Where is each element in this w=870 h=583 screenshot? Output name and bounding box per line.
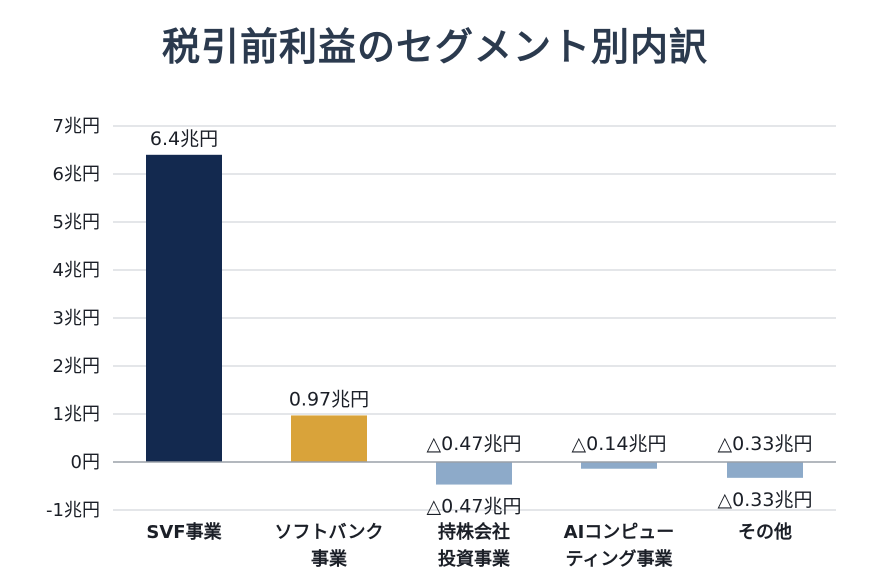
- bar: [146, 154, 222, 463]
- bar: [436, 462, 512, 485]
- y-tick-label: 3兆円: [53, 308, 100, 329]
- data-label: △0.33兆円: [718, 489, 813, 511]
- x-tick-label: 持株会社: [438, 521, 510, 543]
- data-label: △0.47兆円: [427, 433, 522, 455]
- bar: [291, 415, 367, 462]
- y-tick-label: 4兆円: [53, 260, 100, 281]
- x-tick-label: ソフトバンク: [275, 522, 384, 543]
- data-label: △0.33兆円: [718, 433, 813, 455]
- y-tick-label: 5兆円: [53, 212, 100, 233]
- x-tick-label: ティング事業: [566, 548, 674, 570]
- y-tick-label: 6兆円: [53, 164, 100, 185]
- data-label: △0.47兆円: [427, 496, 522, 518]
- bar: [581, 462, 657, 469]
- bar: [727, 462, 803, 478]
- data-label: △0.14兆円: [572, 433, 667, 455]
- x-tick-label: SVF事業: [146, 521, 222, 543]
- y-tick-label: 1兆円: [53, 404, 100, 425]
- x-tick-label: 投資事業: [438, 548, 511, 570]
- x-tick-label: AIコンピュー: [564, 522, 675, 543]
- y-tick-label: 2兆円: [53, 356, 100, 377]
- y-tick-label: 7兆円: [53, 116, 100, 137]
- y-tick-label: -1兆円: [46, 500, 100, 521]
- data-label: 6.4兆円: [150, 128, 218, 150]
- y-tick-label: 0円: [71, 452, 100, 473]
- data-label: 0.97兆円: [289, 388, 369, 410]
- chart-title: 税引前利益のセグメント別内訳: [161, 25, 708, 69]
- x-tick-label: その他: [738, 521, 792, 543]
- x-tick-label: 事業: [311, 548, 348, 570]
